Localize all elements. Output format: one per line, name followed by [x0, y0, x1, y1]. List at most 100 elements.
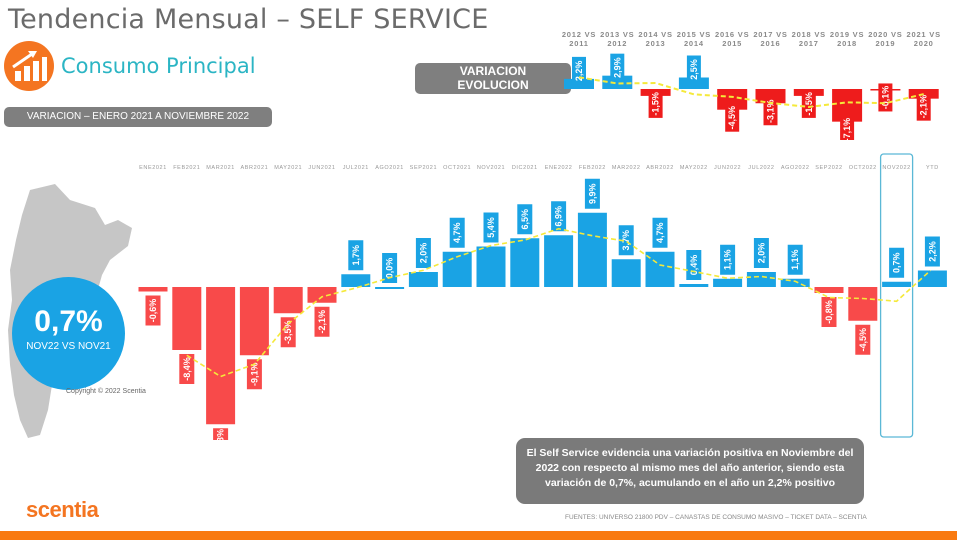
monthly-trend-line [186, 227, 931, 378]
annual-data-label: -0,1% [880, 86, 890, 110]
annual-category-label: 2017 VS [753, 30, 787, 39]
annual-category-label: 2012 [607, 39, 627, 48]
month-data-label: 1,7% [351, 245, 361, 266]
highlight-frame [879, 153, 914, 438]
annual-category-label: 2019 VS [830, 30, 864, 39]
annual-category-label: 2013 VS [600, 30, 634, 39]
annual-category-label: 2016 VS [715, 30, 749, 39]
month-label-box [348, 240, 364, 271]
month-bar [476, 246, 506, 287]
month-data-label: -9,1% [249, 362, 259, 386]
month-category-label: AGO2022 [781, 165, 810, 171]
annual-bar [602, 75, 633, 89]
month-label-box [787, 244, 803, 275]
month-bar [172, 287, 202, 350]
month-label-box [517, 204, 533, 235]
month-bar [341, 274, 371, 287]
annual-data-label: -3,1% [766, 100, 776, 124]
month-bar [273, 287, 303, 314]
month-data-label: 2,0% [756, 243, 766, 264]
month-label-box [314, 306, 330, 337]
annual-category-label: 2020 [914, 39, 934, 48]
month-bar [577, 212, 607, 287]
month-bar [611, 259, 641, 287]
annual-variation-label: VARIACION EVOLUCION [415, 63, 571, 94]
month-category-label: MAY2021 [274, 165, 302, 171]
month-data-label: -0,6% [148, 299, 158, 323]
month-data-label: 4,7% [655, 222, 665, 243]
month-label-box [213, 428, 229, 440]
period-label: VARIACION – ENERO 2021 A NOVIEMBRE 2022 [4, 107, 272, 127]
copyright: Copyright © 2022 Scentia [66, 388, 146, 395]
month-data-label: 1,1% [723, 249, 733, 270]
annual-data-label: -1,5% [651, 92, 661, 116]
annual-category-label: 2015 [722, 39, 742, 48]
month-bar [746, 272, 776, 287]
month-bar [679, 284, 709, 287]
month-bar [206, 287, 236, 425]
annual-category-label: 2021 VS [907, 30, 941, 39]
month-data-label: 4,7% [452, 222, 462, 243]
month-bar [780, 278, 810, 287]
month-category-label: OCT2022 [849, 165, 877, 171]
month-bar [713, 278, 743, 287]
kpi-label: NOV22 VS NOV21 [26, 341, 111, 352]
annual-category-label: 2018 VS [792, 30, 826, 39]
month-label-box [753, 238, 769, 268]
kpi-value: 0,7% [34, 305, 103, 338]
month-data-label: 0,4% [689, 255, 699, 276]
month-category-label: MAY2022 [680, 165, 708, 171]
month-label-box [686, 250, 702, 280]
month-bar [442, 251, 472, 287]
annual-category-label: 2013 [646, 39, 666, 48]
annual-label-box [686, 55, 701, 84]
annual-category-label: 2011 [569, 39, 588, 48]
summary-note: El Self Service evidencia una variación … [516, 438, 864, 504]
month-data-label: -8,4% [182, 357, 192, 381]
chart-growth-logo-icon [4, 41, 54, 91]
month-data-label: 9,9% [587, 183, 597, 204]
month-category-label: AGO2021 [375, 165, 404, 171]
month-bar [814, 287, 844, 293]
month-category-label: ENE2022 [545, 165, 573, 171]
kpi-circle: 0,7% NOV22 VS NOV21 [12, 277, 125, 390]
annual-label-line2: EVOLUCION [457, 78, 529, 92]
month-bar [138, 287, 168, 292]
month-label-box [179, 354, 195, 384]
month-data-label: -0,8% [824, 300, 834, 324]
annual-label-box [916, 92, 931, 121]
month-data-label: 5,4% [486, 217, 496, 238]
annual-label-line1: VARIACION [459, 64, 527, 78]
month-bar [239, 287, 269, 356]
month-label-box [652, 217, 668, 248]
month-label-box [855, 324, 871, 355]
annual-bar [755, 89, 786, 104]
month-data-label: 2,2% [927, 241, 937, 262]
month-category-label: FEB2022 [579, 165, 606, 171]
annual-label-box [801, 89, 816, 118]
annual-data-label: -4,5% [727, 106, 737, 130]
month-label-box [551, 201, 567, 232]
annual-category-label: 2012 VS [562, 30, 596, 39]
brand-logo: scentia [26, 497, 99, 522]
month-label-box [483, 212, 499, 243]
month-data-label: -3,5% [283, 320, 293, 344]
page-title: Tendencia Mensual – SELF SERVICE [8, 4, 489, 35]
month-label-box [145, 295, 161, 326]
month-label-box [415, 238, 431, 268]
month-category-label: SEP2022 [815, 165, 842, 171]
month-category-label: NOV2021 [477, 165, 505, 171]
month-category-label: MAR2021 [206, 165, 235, 171]
annual-label-box [725, 103, 740, 132]
month-label-box [720, 244, 736, 275]
annual-label-box [610, 53, 625, 82]
annual-data-label: -1,5% [804, 92, 814, 116]
month-label-box [618, 225, 634, 256]
annual-bar [717, 89, 748, 110]
footer-bar [0, 531, 957, 540]
month-data-label: -4,5% [858, 328, 868, 352]
month-data-label: 3,7% [621, 230, 631, 251]
month-data-label: 0,0% [385, 258, 395, 279]
annual-label-box [763, 97, 778, 126]
month-category-label: YTD [926, 165, 939, 171]
